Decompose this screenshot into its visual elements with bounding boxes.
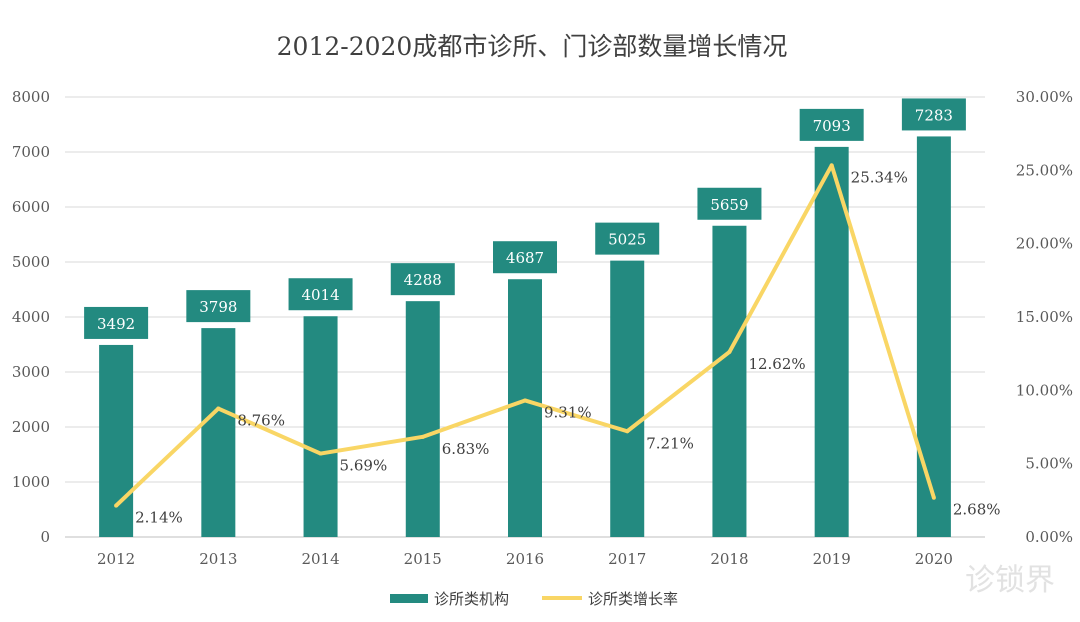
y-right-tick-label: 30.00% <box>1016 88 1073 106</box>
x-tick-label: 2016 <box>506 550 544 568</box>
y-left-tick-label: 2000 <box>12 418 50 436</box>
y-right-tick-label: 15.00% <box>1016 308 1073 326</box>
y-right-tick-label: 0.00% <box>1025 528 1073 546</box>
x-tick-label: 2019 <box>813 550 851 568</box>
data-label: 4288 <box>404 271 442 289</box>
data-label-box <box>288 278 353 311</box>
y-left-tick-label: 0 <box>40 528 50 546</box>
x-tick-label: 2020 <box>915 550 953 568</box>
data-label-box <box>595 222 660 255</box>
data-label: 5659 <box>710 196 748 214</box>
y-left-tick-label: 8000 <box>12 88 50 106</box>
data-label-box <box>697 187 762 220</box>
y-left-tick-label: 4000 <box>12 308 50 326</box>
line-point <box>727 349 732 354</box>
data-label: 4014 <box>301 286 339 304</box>
axes: 0 1000 2000 3000 4000 5000 6000 7000 8000 0.00% 5.… <box>12 88 1073 568</box>
line-point <box>625 429 630 434</box>
data-label: 5025 <box>608 231 646 249</box>
y-left-tick-label: 3000 <box>12 363 50 381</box>
line-data-label: 6.83% <box>442 440 490 458</box>
line-point <box>216 406 221 411</box>
data-label-box <box>901 98 966 131</box>
data-label-box <box>390 263 455 296</box>
watermark-logo: 诊锁界 <box>965 563 1055 598</box>
line-data-label: 2.14% <box>135 509 183 527</box>
bar-series: 3492 3798 4014 4288 4687 5025 5659 7093 7283 <box>84 98 966 537</box>
y-left-tick-label: 7000 <box>12 143 50 161</box>
bar <box>201 328 236 537</box>
data-label: 3492 <box>97 315 135 333</box>
legend-label-line: 诊所类增长率 <box>588 590 678 608</box>
bar <box>712 225 747 537</box>
legend: 诊所类机构 诊所类增长率 <box>390 590 678 608</box>
line-data-label: 9.31% <box>544 403 592 421</box>
x-tick-label: 2014 <box>301 550 339 568</box>
x-tick-label: 2018 <box>710 550 748 568</box>
y-left-tick-label: 6000 <box>12 198 50 216</box>
bar <box>303 316 338 537</box>
legend-swatch-bar <box>390 594 428 603</box>
line-data-label: 8.76% <box>237 412 285 430</box>
data-label: 7283 <box>915 106 953 124</box>
bar <box>405 301 440 537</box>
legend-label-bar: 诊所类机构 <box>434 590 509 608</box>
bar <box>99 344 134 537</box>
bar <box>814 146 849 537</box>
line-point <box>318 451 323 456</box>
data-label-box <box>799 108 864 141</box>
y-right-tick-label: 25.00% <box>1016 161 1073 179</box>
y-left-tick-label: 1000 <box>12 473 50 491</box>
line-point <box>523 398 527 403</box>
data-label-box <box>493 241 557 274</box>
data-label: 3798 <box>199 298 237 316</box>
x-tick-label: 2013 <box>199 550 237 568</box>
line-point <box>931 495 936 500</box>
data-label-box <box>84 306 149 339</box>
chart-title: 2012-2020成都市诊所、门诊部数量增长情况 <box>277 32 788 61</box>
data-label-box <box>186 290 251 323</box>
line-point <box>114 503 119 508</box>
x-tick-label: 2015 <box>404 550 442 568</box>
bar <box>610 260 645 537</box>
line-data-label: 7.21% <box>646 434 694 452</box>
y-right-tick-label: 10.00% <box>1016 381 1073 399</box>
line-data-label: 5.69% <box>340 457 388 475</box>
bar <box>508 279 542 537</box>
x-tick-label: 2012 <box>97 550 135 568</box>
line-data-label: 25.34% <box>851 168 908 186</box>
y-right-tick-label: 20.00% <box>1016 235 1073 253</box>
line-data-label: 2.68% <box>953 501 1001 519</box>
y-right-tick-label: 5.00% <box>1025 455 1073 473</box>
line-data-label: 12.62% <box>748 355 805 373</box>
y-left-tick-label: 5000 <box>12 253 50 271</box>
bar <box>916 136 951 537</box>
line-point <box>420 434 425 439</box>
data-label: 7093 <box>813 117 851 135</box>
data-label: 4687 <box>506 249 544 267</box>
line-series: 2.14% 8.76% 5.69% 6.83% 9.31% 7.21% 12.62% 25.3… <box>114 163 1001 527</box>
line-point <box>829 163 834 168</box>
x-tick-label: 2017 <box>608 550 646 568</box>
